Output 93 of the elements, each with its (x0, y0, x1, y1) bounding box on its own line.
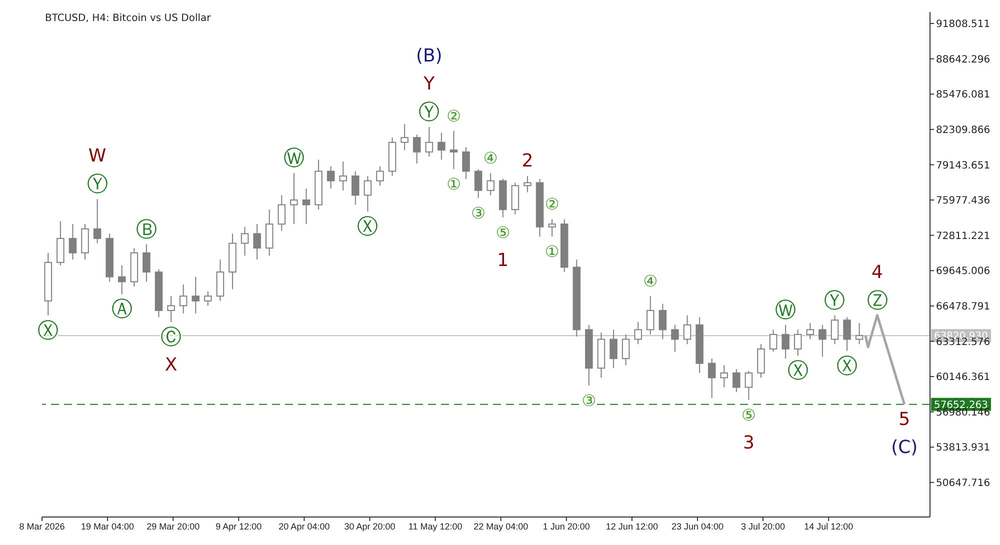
y-tick-label: 82309.866 (936, 124, 990, 136)
y-tick-label: 60146.361 (936, 372, 990, 384)
y-tick-label: 91808.511 (936, 19, 990, 30)
candlestick (597, 332, 606, 378)
candlestick (44, 252, 52, 316)
annotation: Ⓨ (418, 100, 440, 124)
x-tick-label: 14 Jul 12:00 (804, 521, 854, 532)
x-tick-label: 1 Jun 20:00 (542, 521, 590, 532)
x-tick-label: 22 May 04:00 (474, 521, 528, 532)
annotation: Ⓦ (283, 146, 304, 170)
candlestick (646, 296, 654, 335)
candlestick (720, 364, 728, 388)
annotation: ② (544, 194, 560, 214)
candlestick (339, 161, 347, 191)
candlestick (462, 146, 470, 180)
line-series (864, 314, 906, 406)
y-tick-label: 50647.716 (936, 478, 990, 490)
candlestick (572, 259, 581, 337)
annotation: X (164, 354, 178, 376)
candlestick (769, 329, 778, 352)
annotation: W (88, 146, 106, 167)
annotation: 4 (872, 262, 883, 283)
candlestick (388, 137, 396, 177)
candlestick (278, 194, 286, 232)
x-tick-label: 8 Mar 2026 (19, 521, 65, 532)
candlestick (438, 132, 446, 160)
annotation: 1 (497, 250, 509, 271)
annotation: ① (446, 174, 461, 194)
y-tick-label: 85476.081 (936, 90, 990, 101)
candlestick (610, 329, 618, 369)
candlestick (192, 276, 200, 314)
candlestick (696, 316, 704, 374)
annotation: ② (446, 106, 461, 126)
x-tick-label: 19 Mar 04:00 (81, 521, 134, 532)
candlestick (179, 284, 188, 314)
annotation: 2 (522, 150, 534, 172)
x-tick-label: 9 Apr 12:00 (216, 521, 262, 532)
y-tick-label: 66478.791 (936, 301, 990, 312)
y-tick-label: 72811.221 (936, 230, 990, 242)
annotation: ⑤ (496, 222, 510, 242)
candlestick (548, 218, 556, 238)
annotation: Ⓧ (836, 354, 858, 378)
candlestick (450, 130, 458, 170)
annotation: ⑤ (742, 405, 756, 424)
y-tick-label: 53813.931 (936, 442, 990, 454)
x-tick-label: 20 Apr 04:00 (278, 521, 330, 532)
candlestick (265, 209, 274, 256)
annotation: Y (422, 73, 436, 94)
annotation: Ⓧ (357, 214, 378, 239)
x-tick-label: 29 Mar 20:00 (146, 521, 200, 532)
candlestick (216, 259, 224, 302)
y-tick-label: 79143.651 (936, 160, 990, 172)
annotation: Ⓐ (111, 297, 132, 322)
x-tick-label: 23 Jun 04:00 (671, 521, 724, 532)
annotation: (C) (891, 436, 918, 458)
x-tick-label: 30 Apr 20:00 (344, 521, 396, 532)
chart-title: BTCUSD, H4: Bitcoin vs US Dollar (45, 13, 211, 24)
candlestick (130, 248, 138, 288)
candlestick (782, 324, 790, 360)
x-tick-label: 11 May 12:00 (408, 521, 462, 532)
annotation: Ⓧ (787, 358, 808, 383)
annotation: Ⓨ (86, 172, 108, 196)
candlestick (93, 198, 102, 244)
candlestick (400, 124, 408, 151)
annotation: Ⓦ (775, 298, 796, 322)
candlestick (290, 172, 298, 225)
candlestick (302, 188, 310, 225)
y-tick-label: 88642.296 (936, 54, 990, 66)
candlestick (364, 176, 372, 212)
annotation: Ⓒ (160, 324, 182, 349)
candlestick (708, 358, 716, 398)
x-tick-label: 12 Jun 12:00 (606, 521, 658, 532)
y-tick-label: 69645.006 (936, 266, 990, 278)
candlestick (228, 233, 236, 290)
annotation: ③ (471, 204, 486, 223)
candlestick (352, 170, 360, 206)
annotation: 5 (898, 408, 910, 430)
annotation: Ⓑ (136, 217, 157, 242)
annotation: ① (544, 242, 560, 262)
candlestick (253, 224, 261, 260)
annotation: Ⓨ (824, 288, 846, 312)
annotation: (B) (416, 45, 442, 66)
candlestick (118, 264, 126, 295)
annotation: ④ (483, 148, 498, 168)
candlestick (167, 296, 175, 322)
annotation: Ⓧ (38, 318, 59, 342)
annotation: ④ (643, 272, 658, 291)
annotation: 3 (742, 432, 754, 454)
x-tick-label: 3 Jul 20:00 (741, 521, 786, 532)
candlestick (560, 218, 568, 273)
annotation: Ⓩ (866, 288, 888, 312)
y-tick-label: 75977.436 (936, 196, 990, 207)
candlestick (142, 244, 150, 282)
